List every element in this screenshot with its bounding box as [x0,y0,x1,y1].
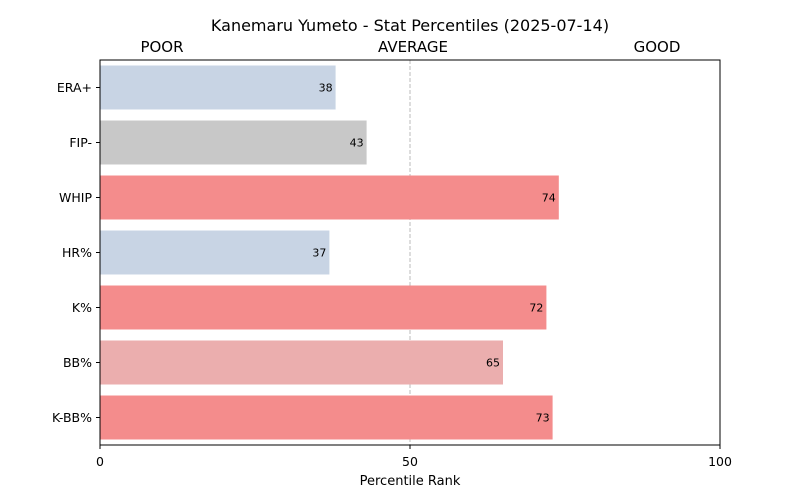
y-tick-label-k: K% [72,300,92,315]
value-label-k-bb: 73 [536,412,550,425]
x-tick-label: 100 [708,454,732,469]
value-label-era: 38 [319,82,333,95]
bar-fip [100,120,367,165]
bar-era [100,65,336,110]
y-tick-label-k-bb: K-BB% [52,410,92,425]
y-tick-label-bb: BB% [63,355,92,370]
value-label-bb: 65 [486,357,500,370]
bar-hr [100,230,330,275]
bar-k [100,285,547,330]
y-axis: ERA+ FIP- WHIP HR% K% BB% K-BB% [52,80,100,425]
bar-whip [100,175,559,220]
band-label-good: GOOD [634,38,681,56]
y-tick-label-era: ERA+ [57,80,92,95]
band-label-poor: POOR [140,38,183,56]
bar-bb [100,340,503,385]
y-tick-label-fip: FIP- [69,135,92,150]
chart-title: Kanemaru Yumeto - Stat Percentiles (2025… [211,16,609,35]
plot-area: 38 43 74 37 72 65 73 [99,59,721,446]
x-tick-label: 0 [96,454,104,469]
value-label-fip: 43 [350,137,364,150]
band-labels: POOR AVERAGE GOOD [140,38,680,56]
y-tick-label-whip: WHIP [59,190,92,205]
x-axis: 0 50 100 [96,445,732,469]
bars: 38 43 74 37 72 65 73 [100,65,559,440]
x-axis-label: Percentile Rank [360,474,461,489]
value-label-k: 72 [529,302,543,315]
x-tick-label: 50 [402,454,418,469]
band-label-average: AVERAGE [378,38,448,56]
bar-k-bb [100,395,553,440]
y-tick-label-hr: HR% [62,245,92,260]
value-label-whip: 74 [542,192,556,205]
value-label-hr: 37 [312,247,326,260]
